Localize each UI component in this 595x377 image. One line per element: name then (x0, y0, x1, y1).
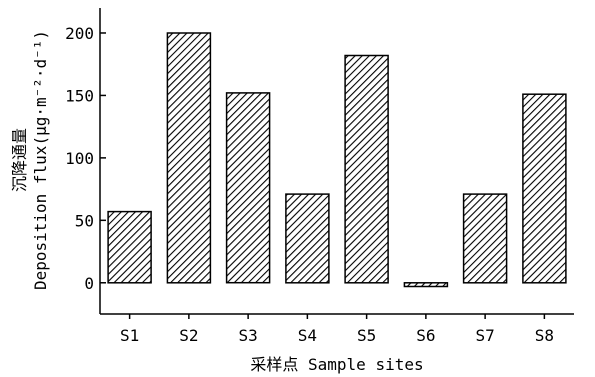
bar-s2 (166, 32, 212, 284)
y-tick-label-0: 0 (84, 274, 94, 293)
x-tick-label-s7: S7 (475, 326, 494, 345)
x-tick-label-s6: S6 (416, 326, 435, 345)
y-ticks-group: 0 50 100 150 200 (65, 24, 106, 293)
bar-s4 (285, 193, 330, 284)
x-tick-label-s2: S2 (179, 326, 198, 345)
bar-s6 (403, 282, 449, 288)
x-tick-label-s1: S1 (120, 326, 139, 345)
y-axis-title-group: 沉降通量 Deposition flux(μg·m⁻²·d⁻¹) (10, 30, 50, 290)
y-tick-label-50: 50 (75, 211, 94, 230)
y-axis-title-en: Deposition flux(μg·m⁻²·d⁻¹) (31, 30, 50, 290)
y-tick-label-200: 200 (65, 24, 94, 43)
bar-s8 (522, 93, 567, 284)
x-tick-label-s4: S4 (298, 326, 317, 345)
x-ticks-group: S1 S2 S3 S4 S5 S6 S7 S8 (120, 314, 554, 345)
y-tick-label-150: 150 (65, 86, 94, 105)
bar-s5 (344, 54, 389, 284)
bar-s3 (225, 92, 271, 284)
bars-group (107, 32, 567, 288)
y-tick-label-100: 100 (65, 149, 94, 168)
y-axis-title-cn: 沉降通量 (10, 128, 29, 192)
bar-s1 (107, 210, 152, 284)
x-tick-label-s5: S5 (357, 326, 376, 345)
axes-group (99, 8, 574, 315)
x-tick-label-s3: S3 (238, 326, 257, 345)
x-axis-title: 采样点 Sample sites (250, 355, 423, 374)
x-tick-label-s8: S8 (535, 326, 554, 345)
bar-s7 (462, 193, 508, 284)
